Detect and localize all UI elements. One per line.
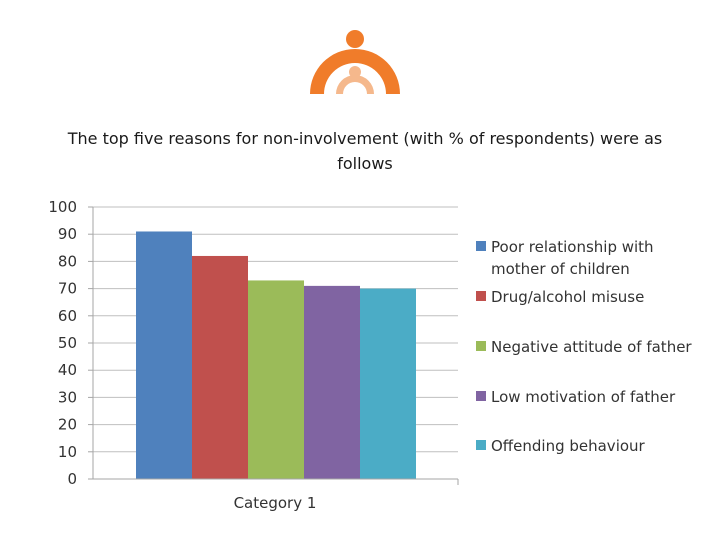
y-tick-label: 50 — [58, 334, 77, 352]
legend-label: Low motivation of father — [491, 388, 676, 406]
y-tick-label: 100 — [48, 198, 77, 216]
y-tick-label: 40 — [58, 361, 77, 379]
y-tick-label: 80 — [58, 252, 77, 270]
legend-label: Negative attitude of father — [491, 338, 692, 356]
legend-item: Negative attitude of father — [476, 336, 706, 358]
y-tick-label: 0 — [67, 470, 77, 488]
y-tick-label: 90 — [58, 225, 77, 243]
bar-3 — [248, 280, 304, 479]
bar-1 — [136, 231, 192, 479]
y-tick-label: 60 — [58, 307, 77, 325]
bars — [136, 231, 416, 479]
x-tick-label: Category 1 — [234, 494, 317, 512]
legend-label: Drug/alcohol misuse — [491, 288, 645, 306]
y-tick-label: 70 — [58, 280, 77, 298]
legend-item: Low motivation of father — [476, 386, 706, 408]
bar-2 — [192, 255, 248, 479]
page-heading: The top five reasons for non-involvement… — [67, 129, 663, 173]
legend-swatch — [476, 341, 486, 351]
family-arc-logo-icon — [310, 30, 400, 94]
legend-item: Drug/alcohol misuse — [476, 286, 706, 308]
y-tick-label: 20 — [58, 416, 77, 434]
legend-swatch — [476, 391, 486, 401]
legend-label: Offending behaviour — [491, 437, 645, 455]
legend-swatch — [476, 241, 486, 251]
bar-5 — [360, 288, 416, 479]
y-tick-label: 10 — [58, 443, 77, 461]
legend-swatch — [476, 291, 486, 301]
legend-item: Offending behaviour — [476, 435, 706, 457]
y-tick-label: 30 — [58, 388, 77, 406]
y-axis-ticks: 0 10 20 30 40 50 60 70 80 90 100 — [48, 198, 93, 488]
bar-4 — [304, 285, 360, 479]
legend-swatch — [476, 440, 486, 450]
legend-label: Poor relationship with mother of childre… — [491, 238, 654, 278]
legend-item: Poor relationship with mother of childre… — [476, 236, 706, 280]
x-axis-ticks: Category 1 — [234, 479, 459, 512]
